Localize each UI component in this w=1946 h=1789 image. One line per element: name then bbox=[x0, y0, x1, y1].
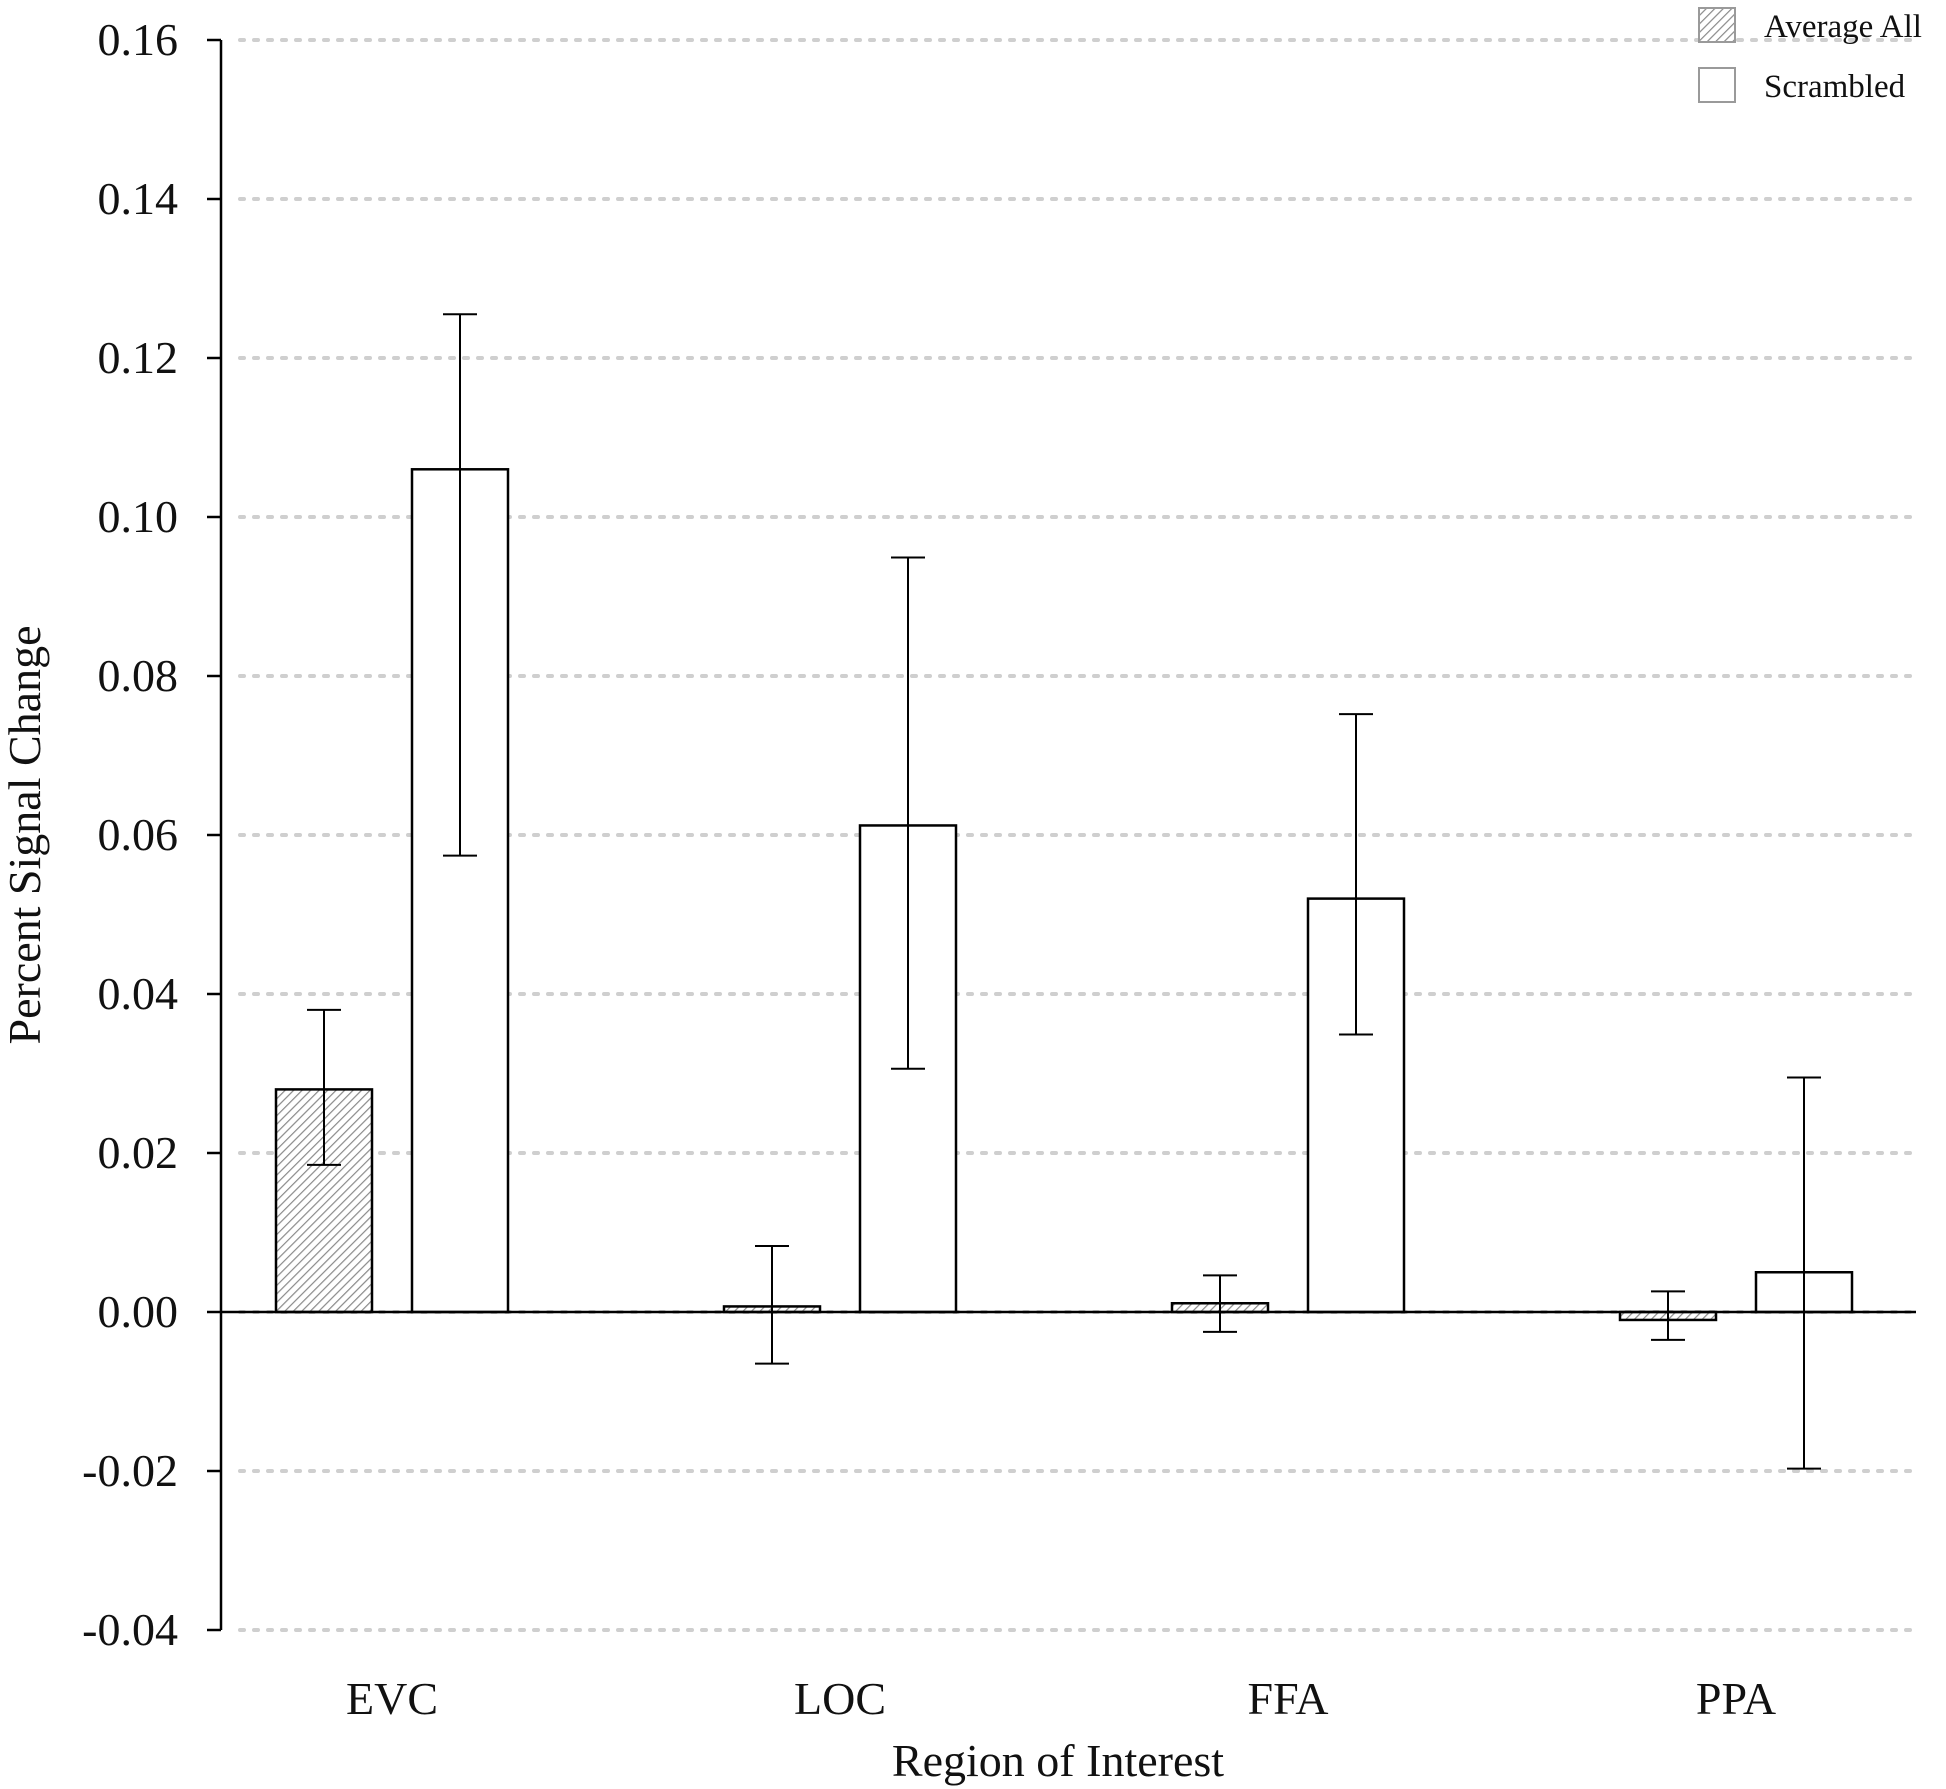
legend-label-scrambled: Scrambled bbox=[1764, 69, 1906, 105]
y-tick-label: 0.08 bbox=[98, 650, 179, 701]
x-tick-label-ppa: PPA bbox=[1696, 1673, 1776, 1724]
y-tick-label: -0.02 bbox=[82, 1445, 178, 1496]
x-tick-label-evc: EVC bbox=[346, 1673, 438, 1724]
x-tick-label-loc: LOC bbox=[794, 1673, 886, 1724]
y-tick-label: -0.04 bbox=[82, 1604, 178, 1655]
y-tick-label: 0.02 bbox=[98, 1127, 179, 1178]
x-axis-title: Region of Interest bbox=[892, 1735, 1224, 1786]
y-tick-label: 0.00 bbox=[98, 1286, 179, 1337]
y-tick-label: 0.16 bbox=[98, 14, 179, 65]
legend-swatch-scrambled bbox=[1698, 67, 1736, 103]
y-tick-label: 0.12 bbox=[98, 332, 179, 383]
legend-swatch-average-all bbox=[1698, 7, 1736, 43]
y-tick-label: 0.06 bbox=[98, 809, 179, 860]
y-tick-label: 0.14 bbox=[98, 173, 179, 224]
legend-label-average-all: Average All bbox=[1764, 9, 1922, 45]
y-tick-label: 0.10 bbox=[98, 491, 179, 542]
y-tick-label: 0.04 bbox=[98, 968, 179, 1019]
y-axis-title: Percent Signal Change bbox=[0, 625, 50, 1044]
legend: Average All Scrambled bbox=[1698, 7, 1922, 105]
x-tick-label-ffa: FFA bbox=[1248, 1673, 1329, 1724]
